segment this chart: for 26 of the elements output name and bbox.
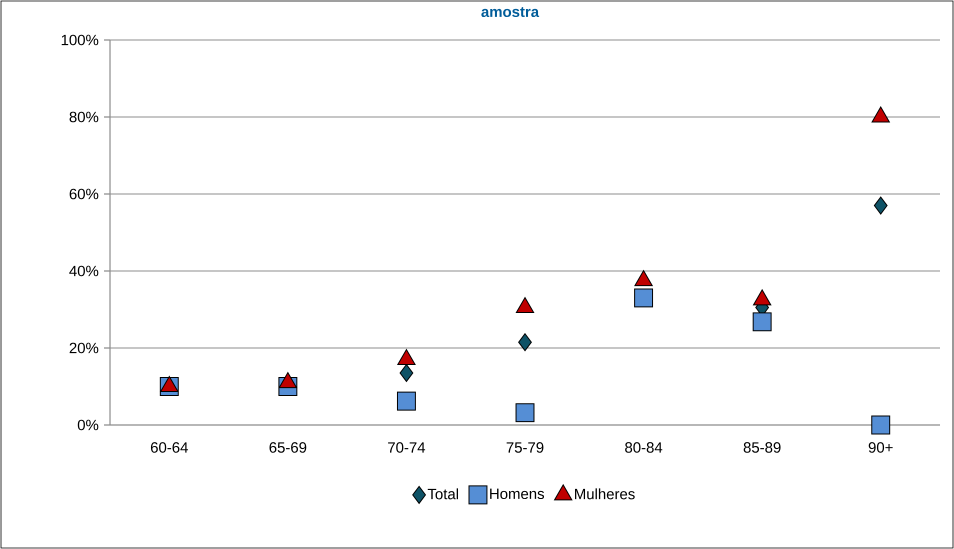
x-tick-label: 90+ [868,442,893,453]
legend-label: Mulheres [575,488,635,500]
legend-label: Total [428,488,458,500]
x-tick-label: 80-84 [625,442,662,453]
y-tick-label: 0% [78,420,98,430]
point [400,364,414,382]
legend-label: Homens [490,488,544,500]
x-tick-label: 70-74 [388,442,426,453]
x-tick-label: 60-64 [150,442,188,453]
x-tick-label: 75-79 [506,442,544,453]
y-tick-label: 80% [70,112,98,122]
chart-title: amostra [481,7,540,18]
point [872,106,890,122]
point [634,288,654,308]
point [752,312,772,332]
point [871,416,890,434]
x-tick-label: 85-89 [744,442,781,453]
y-tick-label: 100% [62,34,98,46]
y-tick-label: 40% [69,266,98,276]
point [396,392,416,411]
point [518,333,532,352]
x-tick-label: 65-69 [270,442,306,453]
point [516,403,534,422]
y-tick-label: 60% [70,188,98,200]
y-tick-label: 20% [70,342,98,354]
point [634,270,653,286]
